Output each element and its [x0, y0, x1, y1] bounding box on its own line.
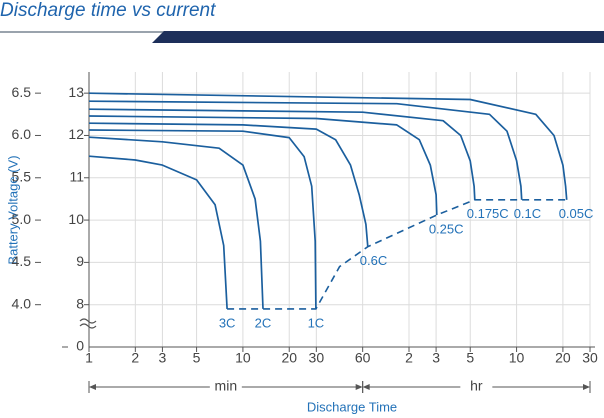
x-tick-label: 20	[555, 350, 571, 366]
x-tick-label: 10	[509, 350, 525, 366]
x-tick-label: 3	[159, 350, 167, 366]
discharge-curve	[88, 100, 523, 200]
discharge-curve	[88, 122, 369, 247]
y2-tick-label: 6.0	[12, 126, 32, 142]
discharge-curve	[88, 136, 264, 309]
series-label: 0.175C	[467, 206, 509, 221]
series-label: 3C	[219, 315, 236, 330]
series-label: 2C	[255, 315, 272, 330]
x-tick-label: 20	[281, 350, 297, 366]
discharge-curve	[88, 108, 476, 200]
x-tick-label: 30	[309, 350, 325, 366]
discharge-curve	[88, 129, 317, 309]
x-axis-title: Discharge Time	[307, 399, 397, 414]
y2-tick-label: 4.5	[12, 253, 32, 269]
discharge-curve	[88, 115, 438, 216]
y-tick-label: 12	[68, 126, 84, 142]
y-tick-label: 10	[68, 211, 84, 227]
y2-tick-label: 4.0	[12, 295, 32, 311]
x-tick-label: 5	[466, 350, 474, 366]
x-tick-label: 60	[355, 350, 371, 366]
y2-tick-label: 5.5	[12, 168, 32, 184]
series-label: 0.6C	[360, 253, 387, 268]
y-axis-title: Battery Voltage (V)	[5, 155, 20, 264]
discharge-curve	[88, 155, 228, 309]
series-label: 1C	[308, 315, 325, 330]
header-bar	[0, 31, 604, 43]
y2-tick-label: 5.0	[12, 211, 32, 227]
x-tick-label: 10	[235, 350, 251, 366]
range-label: hr	[470, 378, 483, 394]
y-tick-label: 9	[76, 253, 84, 269]
x-tick-label: 30	[582, 350, 598, 366]
y-tick-label: 13	[68, 84, 84, 100]
discharge-curve	[88, 92, 568, 200]
series-label: 0.05C	[559, 206, 594, 221]
series-label: 0.25C	[429, 221, 464, 236]
x-tick-label: 2	[405, 350, 413, 366]
y-break-label: 0	[76, 338, 84, 354]
axis-break	[79, 318, 97, 329]
series-label: 0.1C	[514, 206, 541, 221]
range-label: min	[215, 378, 238, 394]
y-tick-label: 11	[69, 168, 84, 184]
y2-tick-label: 6.5	[12, 84, 32, 100]
x-tick-label: 1	[85, 350, 93, 366]
x-tick-label: 2	[131, 350, 139, 366]
x-tick-label: 5	[193, 350, 201, 366]
chart-title: Discharge time vs current	[0, 0, 216, 21]
y-tick-label: 8	[76, 295, 84, 311]
x-tick-label: 3	[432, 350, 440, 366]
